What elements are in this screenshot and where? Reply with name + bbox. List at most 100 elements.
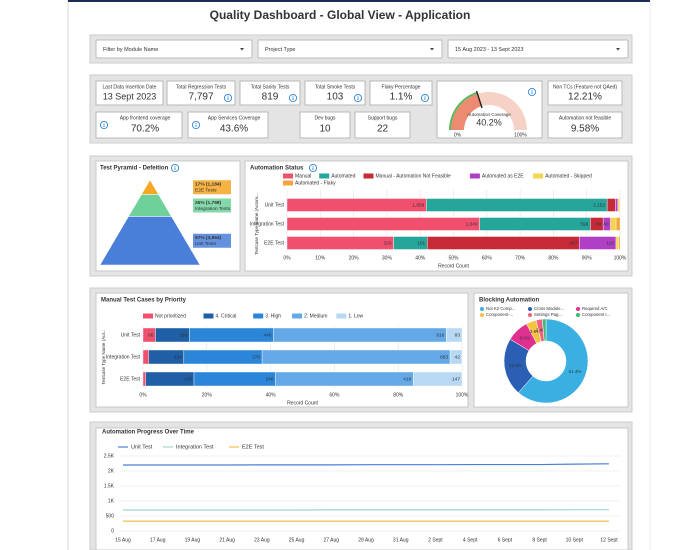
bar-segment (142, 371, 146, 387)
panel-title: Automation Status (250, 166, 304, 172)
x-tick-label: 50% (448, 255, 459, 261)
legend-swatch (283, 173, 293, 179)
kpi-value: 70.2% (131, 124, 159, 135)
legend-label: Automated (331, 173, 355, 179)
dashboard-title: Quality Dashboard - Global View - Applic… (210, 8, 471, 22)
bar-value-label: 276 (252, 355, 260, 361)
info-icon-dot (312, 165, 314, 167)
y-tick-label: 1.5K (104, 483, 115, 489)
bar-segment (479, 217, 591, 231)
pyramid-category: Integration Tests (195, 206, 231, 212)
bar-value-label: 42 (455, 355, 461, 361)
bar-segment (261, 349, 451, 365)
bar-value-label: 663 (440, 355, 448, 361)
pyramid-label-box (193, 198, 231, 213)
legend-label: Required A/C (582, 306, 608, 311)
kpi-label: Automation not feasible (559, 115, 611, 121)
kpi-value: 7,797 (188, 92, 213, 103)
x-axis-title: Record Count (287, 400, 318, 406)
kpi-card (187, 111, 269, 139)
panel-title: Manual Test Cases by Priority (101, 298, 187, 304)
bar-segment (618, 198, 621, 212)
dropdown[interactable] (447, 39, 629, 59)
legend-label: Not prioritized (155, 313, 186, 319)
x-tick-label: 40% (415, 255, 426, 261)
legend-swatch (533, 173, 544, 179)
legend-label: Component-... (486, 312, 513, 317)
kpi-value: 9.58% (571, 124, 599, 135)
x-tick-label: 8 Sept (532, 537, 547, 543)
bar-value-label: 180 (179, 333, 187, 339)
bar-segment (189, 327, 274, 343)
legend-label: 2. Medium (304, 313, 327, 319)
pyramid-category: Unit Tests (195, 241, 217, 247)
bar-value-label: 320 (384, 241, 392, 247)
dropdown[interactable] (95, 39, 253, 59)
x-tick-label: 100% (614, 255, 627, 261)
bar-value-label: 416 (403, 377, 411, 383)
bar-value-label: 916 (436, 333, 444, 339)
dropdown-caret (430, 48, 434, 51)
bar-segment (606, 198, 616, 212)
donut-slice (542, 318, 547, 342)
x-tick-label: 60% (482, 255, 493, 261)
kpi-label: Total Smoke Tests (315, 84, 356, 90)
dropdown-label: Project Type (265, 47, 295, 53)
bar-value-label: 110 (606, 241, 614, 247)
kpi-card (239, 80, 301, 106)
info-icon-dot (357, 95, 359, 97)
x-tick-label: 23 Aug (254, 537, 270, 543)
x-tick-label: 0% (283, 255, 291, 261)
bar-segment (615, 198, 619, 212)
gauge-tick-label: 0% (454, 132, 462, 138)
dropdown-label: Filter by Module Name (103, 47, 158, 53)
gauge-needle (475, 90, 483, 109)
donut-value-label: 61.4% (569, 369, 582, 374)
x-tick-label: 20% (349, 255, 360, 261)
bar-segment (426, 198, 608, 212)
bar-segment (275, 371, 414, 387)
donut-slice (518, 318, 589, 404)
bar-segment (286, 236, 394, 250)
y-tick-label: 1K (108, 498, 115, 504)
bar-segment (446, 327, 463, 343)
kpi-card (299, 111, 351, 139)
panel-title: Test Pyramid - Defeition (100, 166, 169, 172)
bar-segment (426, 236, 580, 250)
gauge-value (451, 93, 482, 130)
panel-title: Automation Progress Over Time (102, 430, 195, 436)
legend-label: Unit Test (131, 444, 153, 450)
x-tick-label: 100% (456, 392, 469, 398)
kpi-label: Flaky Percentage (382, 84, 421, 90)
legend-swatch (363, 173, 374, 179)
bar-segment (615, 236, 619, 250)
dropdown[interactable] (257, 39, 443, 59)
x-tick-label: 20% (202, 392, 213, 398)
bar-value-label: 124 (174, 355, 182, 361)
legend-swatch (528, 313, 532, 317)
panel (95, 427, 629, 550)
legend-label: 3. High (265, 313, 281, 319)
series-line (123, 463, 610, 466)
legend-label: 1. Low (348, 313, 363, 319)
legend-swatch (292, 313, 303, 319)
legend-swatch (336, 313, 347, 319)
kpi-label: Support bugs (368, 115, 398, 121)
pyramid-value-label: 57% (3,964) (195, 235, 222, 241)
info-icon-dot (424, 95, 426, 97)
legend-label: Component I... (582, 312, 610, 317)
x-tick-label: 80% (393, 392, 404, 398)
x-tick-label: 27 Aug (323, 537, 339, 543)
bar-segment (610, 217, 617, 231)
bar-segment (449, 349, 463, 365)
x-tick-label: 12 Sept (600, 537, 618, 543)
bar-value-label: 66 (148, 333, 154, 339)
kpi-card (95, 80, 164, 106)
bar-segment (615, 217, 621, 231)
legend-label: E2E Test (242, 444, 264, 450)
gauge-tick-label: 100% (514, 132, 527, 138)
bar-segment (618, 236, 621, 250)
kpi-label: Total Sanity Tests (251, 84, 290, 90)
